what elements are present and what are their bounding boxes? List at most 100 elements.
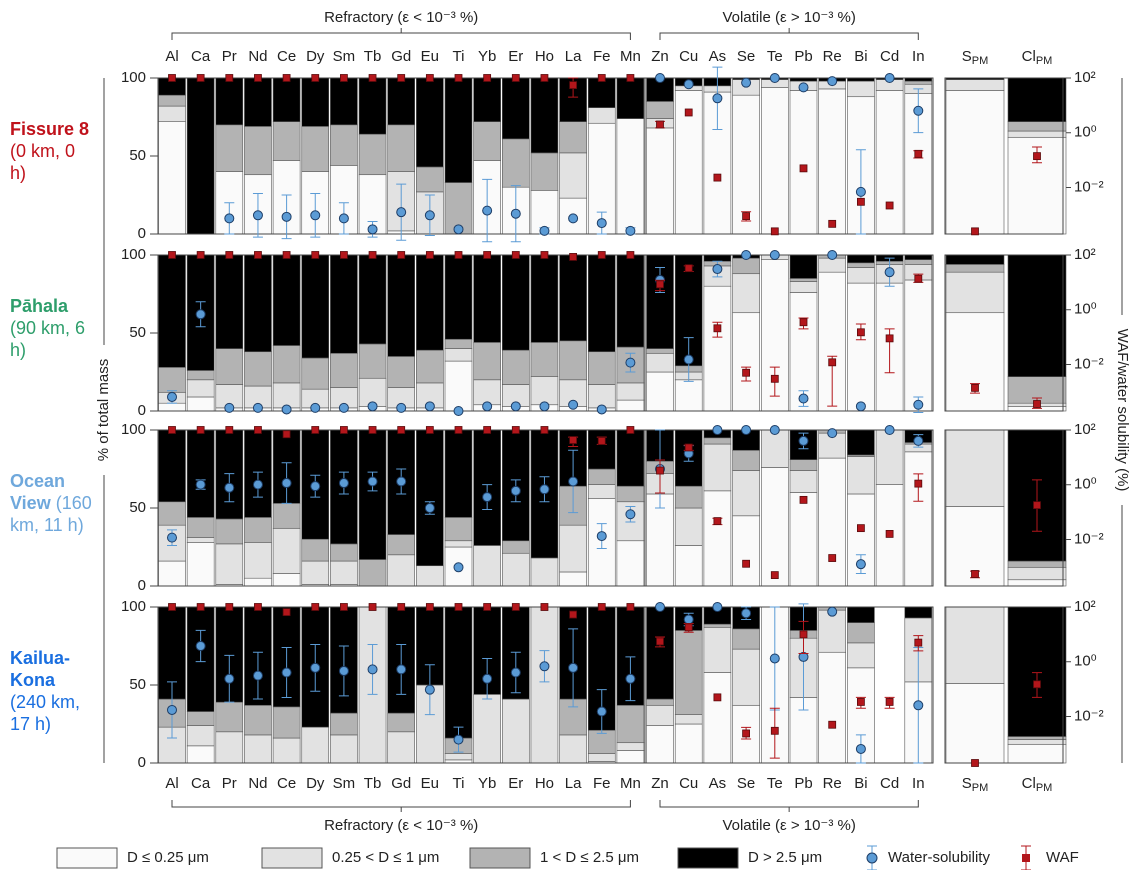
waf-point xyxy=(225,251,234,259)
category-label: Dy xyxy=(306,48,325,65)
bar-segment xyxy=(301,254,330,359)
ws-point xyxy=(798,435,809,446)
category-label: Cu xyxy=(679,48,698,65)
ws-point xyxy=(539,661,550,672)
waf-point xyxy=(168,603,176,611)
bar-segment xyxy=(444,429,473,518)
category-label: In xyxy=(912,48,925,65)
ws-point xyxy=(855,559,866,570)
label-bg xyxy=(1114,315,1130,505)
panel-title: Kailua-Kona xyxy=(10,648,71,690)
category-text: Mn xyxy=(620,775,641,792)
category-text: Pr xyxy=(222,48,237,65)
y2-tick-label: 10⁰ xyxy=(1074,124,1097,141)
bar-segment xyxy=(1007,736,1067,740)
waf-point xyxy=(914,638,923,647)
category-text: Zn xyxy=(651,48,669,65)
legend-swatch xyxy=(677,847,739,869)
ws-point xyxy=(510,667,521,678)
ws-point xyxy=(224,402,235,413)
waf-point xyxy=(626,603,635,611)
waf-point xyxy=(828,358,837,367)
waf-point xyxy=(168,251,176,259)
bar-segment xyxy=(847,429,875,456)
ws-point xyxy=(310,662,321,673)
bar-segment xyxy=(945,683,1005,764)
ws-point xyxy=(453,562,464,573)
bar-segment xyxy=(501,77,530,140)
bar-segment xyxy=(301,538,330,562)
bar-segment xyxy=(703,490,732,587)
bar-segment xyxy=(358,429,387,560)
bar-segment xyxy=(559,734,587,764)
waf-point xyxy=(397,603,406,611)
category-text: Pr xyxy=(222,775,237,792)
y-tick-label: 100 xyxy=(121,421,146,438)
bar-segment xyxy=(945,271,1005,314)
category-label: Ce xyxy=(277,48,296,65)
bar-segment xyxy=(215,543,244,585)
waf-point xyxy=(483,251,492,259)
waf-point xyxy=(971,227,979,236)
bar-segment xyxy=(330,77,358,126)
category-label: ClPM xyxy=(1022,775,1053,794)
ws-point xyxy=(625,225,636,236)
ws-point xyxy=(884,425,895,435)
ws-point xyxy=(367,664,378,675)
waf-point xyxy=(597,436,606,445)
bar-segment xyxy=(616,254,645,348)
bar-segment xyxy=(616,382,645,401)
bar-segment xyxy=(732,449,760,471)
bar-segment xyxy=(703,626,732,673)
waf-point xyxy=(828,219,837,228)
bar-segment xyxy=(559,571,587,587)
category-text: Gd xyxy=(391,48,411,65)
waf-point xyxy=(857,328,865,337)
bar-segment xyxy=(158,402,186,412)
category-text: In xyxy=(912,775,925,792)
bar-segment xyxy=(732,470,760,517)
category-label: La xyxy=(565,775,582,792)
waf-point xyxy=(656,120,664,129)
ws-point xyxy=(338,213,349,224)
bar-segment xyxy=(1007,743,1067,764)
category-text: Mn xyxy=(620,48,641,65)
bar-segment xyxy=(1007,121,1067,132)
ws-point xyxy=(568,399,579,410)
legend-label: Water-solubility xyxy=(888,849,990,866)
bar-segment xyxy=(444,348,473,362)
ws-point xyxy=(741,77,752,88)
bar-segment xyxy=(272,77,301,122)
category-label: La xyxy=(565,48,582,65)
bar-segment xyxy=(501,540,530,554)
bar-segment xyxy=(473,121,501,161)
category-text: Te xyxy=(767,48,783,65)
waf-point xyxy=(569,610,577,619)
bar-segment xyxy=(244,254,272,353)
category-label: Ca xyxy=(191,48,211,65)
waf-point xyxy=(225,426,234,434)
category-text: Nd xyxy=(248,775,267,792)
y-tick-label: 0 xyxy=(138,754,146,771)
panel-frame xyxy=(944,429,1064,587)
bar-segment xyxy=(646,698,674,706)
bar-segment xyxy=(473,694,501,764)
bar-segment xyxy=(244,351,272,387)
waf-point xyxy=(368,426,377,434)
waf-point xyxy=(885,201,894,210)
waf-point xyxy=(511,426,520,434)
ws-point xyxy=(224,673,235,684)
category-text: Eu xyxy=(421,48,439,65)
bar-segment xyxy=(1007,566,1067,581)
category-text: Re xyxy=(823,775,842,792)
ws-point xyxy=(855,743,866,754)
bar-segment xyxy=(501,698,530,764)
waf-point xyxy=(1033,152,1041,161)
bar-segment xyxy=(703,254,732,262)
bar-segment xyxy=(186,77,215,235)
ws-point xyxy=(683,354,694,365)
bar-segment xyxy=(875,429,904,485)
bar-segment xyxy=(215,701,244,733)
bar-segment xyxy=(847,606,875,623)
waf-point xyxy=(540,603,549,611)
